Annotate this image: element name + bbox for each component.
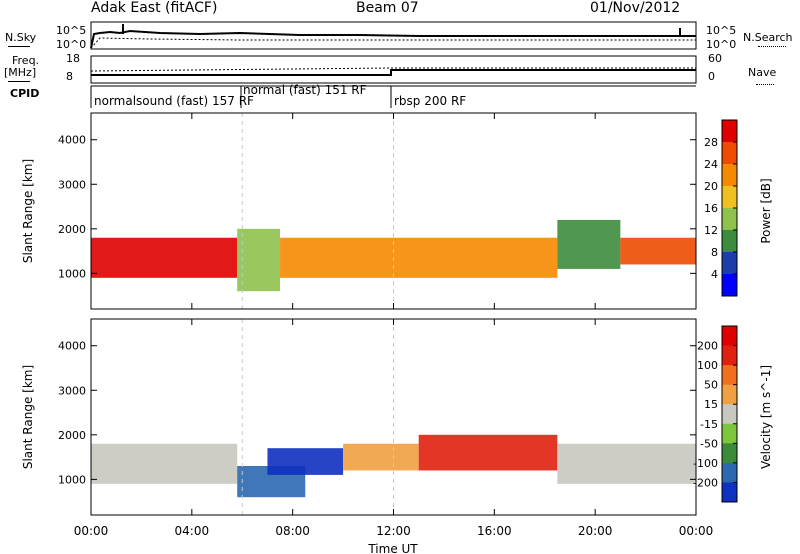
echo-band [91, 237, 238, 278]
nsky-tick-bottom: 10^0 [56, 38, 87, 51]
colorbar-segment [722, 423, 737, 444]
colorbar-tick-label: 20 [704, 180, 718, 193]
nave-legend-dots [756, 84, 774, 85]
nave-tick-top: 60 [708, 52, 722, 65]
y-tick-label: 3000 [58, 384, 86, 397]
freq-tick-bottom: 8 [66, 70, 73, 83]
colorbar-tick-label: 28 [704, 136, 718, 149]
echo-band [280, 237, 558, 278]
cpid-segment-0: normalsound (fast) 157 RF [94, 94, 254, 108]
colorbar-tick-label: 12 [704, 224, 718, 237]
colorbar-segment [722, 274, 737, 297]
colorbar-segment [722, 326, 737, 347]
station-title: Adak East (fitACF) [91, 0, 218, 16]
freq-trace [91, 69, 696, 76]
colorbar-segment [722, 186, 737, 209]
nsky-tick-top: 10^5 [56, 24, 87, 37]
echo-band [343, 443, 419, 471]
velocity-panel: 1000 2000 3000 4000 [58, 318, 697, 516]
power-colorbar-label: Power [dB] [759, 178, 773, 243]
colorbar-tick-label: -200 [693, 476, 718, 489]
colorbar-tick-label: 15 [704, 398, 718, 411]
x-tick-label: 04:00 [175, 524, 210, 538]
colorbar-segment [722, 482, 737, 503]
beam-label: Beam 07 [356, 0, 419, 16]
colorbar-tick-label: 4 [711, 268, 718, 281]
x-tick-label: 12:00 [376, 524, 411, 538]
freq-label: Freq. [12, 54, 40, 67]
x-tick-label: 20:00 [578, 524, 613, 538]
colorbar-segment [722, 404, 737, 425]
nave-tick-bottom: 0 [708, 70, 715, 83]
y-tick-label: 4000 [58, 134, 86, 147]
nsearch-label: N.Search [743, 31, 793, 44]
colorbar-segment [722, 365, 737, 386]
nave-label: Nave [748, 66, 777, 79]
echo-band [418, 434, 558, 471]
x-tick-label: 00:00 [679, 524, 714, 538]
nsky-trace [90, 29, 696, 49]
nsky-label: N.Sky [5, 31, 37, 44]
echo-band [91, 443, 238, 484]
cpid-label: CPID [10, 87, 40, 100]
echo-band [557, 219, 621, 269]
colorbar-segment [722, 462, 737, 483]
colorbar-segment [722, 208, 737, 231]
velocity-colorbar-label: Velocity [m s^-1] [759, 365, 773, 469]
y-tick-label: 4000 [58, 340, 86, 353]
freq-unit: [MHz] [4, 66, 37, 79]
colorbar-segment [722, 345, 737, 366]
date-label: 01/Nov/2012 [590, 0, 681, 16]
colorbar-tick-label: 100 [697, 359, 718, 372]
colorbar-tick-label: 8 [711, 246, 718, 259]
y-tick-label: 1000 [58, 473, 86, 486]
power-panel: 1000 2000 3000 4000 [58, 112, 697, 310]
echo-band [620, 237, 696, 265]
nsearch-tick-bottom: 10^0 [706, 38, 737, 51]
nsearch-tick-top: 10^5 [706, 24, 737, 37]
y-tick-label: 2000 [58, 223, 86, 236]
echo-band [237, 228, 281, 292]
x-tick-label: 00:00 [74, 524, 109, 538]
x-tick-label: 08:00 [275, 524, 310, 538]
freq-tick-top: 18 [66, 52, 80, 65]
cpid-segment-1: normal (fast) 151 RF [243, 83, 367, 97]
freq-underline [8, 81, 30, 82]
power-colorbar: 4 8 12 16 20 24 28 [704, 119, 738, 297]
colorbar-segment [722, 384, 737, 405]
colorbar-segment [722, 142, 737, 165]
velocity-colorbar: 200 100 50 15 -15 -50 -100 -200 [693, 325, 738, 503]
colorbar-tick-label: 16 [704, 202, 718, 215]
cpid-segment-2: rbsp 200 RF [394, 94, 466, 108]
x-tick-label: 16:00 [477, 524, 512, 538]
nsearch-trace [90, 37, 696, 49]
y-tick-label: 3000 [58, 178, 86, 191]
nave-trace [90, 67, 696, 72]
colorbar-segment [722, 120, 737, 143]
echo-band [267, 448, 344, 475]
colorbar-segment [722, 164, 737, 187]
y-tick-label: 1000 [58, 267, 86, 280]
colorbar-segment [722, 230, 737, 253]
colorbar-tick-label: 24 [704, 158, 718, 171]
colorbar-tick-label: -50 [700, 437, 718, 450]
colorbar-segment [722, 443, 737, 464]
colorbar-tick-label: 200 [697, 340, 718, 353]
velocity-y-axis-label: Slant Range [km] [21, 365, 35, 469]
echo-band [557, 443, 696, 484]
power-y-axis-label: Slant Range [km] [21, 159, 35, 263]
nsearch-legend-dots [758, 46, 786, 47]
time-axis: 00:00 04:00 08:00 12:00 16:00 20:00 00:00 [74, 524, 714, 538]
nsky-underline [8, 46, 30, 47]
x-axis-label: Time UT [367, 542, 418, 554]
colorbar-tick-label: -15 [700, 418, 718, 431]
colorbar-tick-label: 50 [704, 379, 718, 392]
colorbar-segment [722, 252, 737, 275]
y-tick-label: 2000 [58, 429, 86, 442]
colorbar-tick-label: -100 [693, 457, 718, 470]
colorbar-frame [721, 325, 738, 503]
